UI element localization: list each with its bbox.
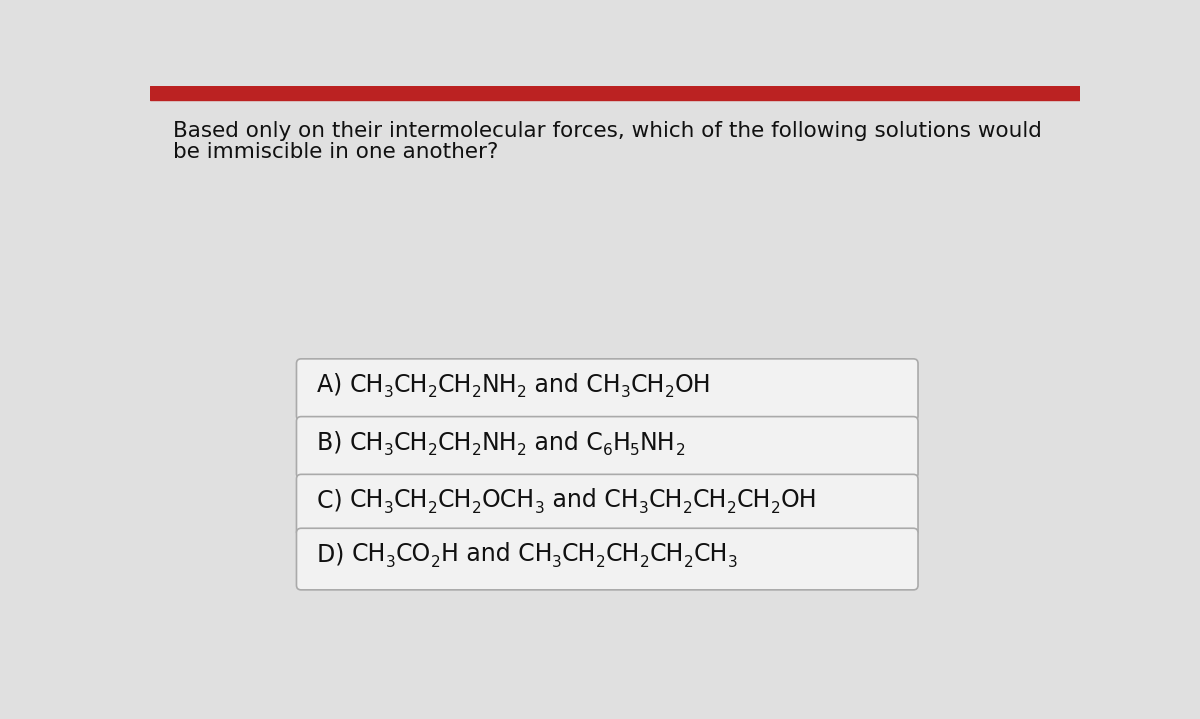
Text: 3: 3 [552, 555, 562, 569]
Text: CH: CH [394, 488, 428, 513]
Text: 2: 2 [517, 385, 527, 400]
Text: 2: 2 [726, 501, 736, 516]
Text: 2: 2 [472, 385, 481, 400]
Text: and CH: and CH [545, 488, 638, 513]
Text: OH: OH [780, 488, 817, 513]
Text: 2: 2 [428, 385, 438, 400]
Text: CH: CH [349, 488, 384, 513]
FancyBboxPatch shape [296, 528, 918, 590]
Text: CO: CO [396, 542, 431, 567]
Text: 2: 2 [676, 443, 685, 458]
Text: 2: 2 [431, 555, 440, 569]
Text: 3: 3 [728, 555, 738, 569]
Text: CH: CH [649, 542, 684, 567]
Text: be immiscible in one another?: be immiscible in one another? [173, 142, 499, 162]
FancyBboxPatch shape [296, 475, 918, 536]
Text: 2: 2 [517, 443, 527, 458]
Text: 2: 2 [473, 501, 482, 516]
Text: CH: CH [349, 373, 384, 397]
Text: 2: 2 [684, 555, 694, 569]
Text: 3: 3 [384, 443, 394, 458]
FancyBboxPatch shape [296, 359, 918, 421]
Text: 2: 2 [665, 385, 674, 400]
Text: 2: 2 [596, 555, 606, 569]
Text: A): A) [317, 373, 349, 397]
Text: OH: OH [674, 373, 710, 397]
Text: NH: NH [481, 373, 517, 397]
Text: CH: CH [438, 488, 473, 513]
Text: 3: 3 [384, 385, 394, 400]
Text: 3: 3 [620, 385, 630, 400]
Text: CH: CH [630, 373, 665, 397]
Text: 2: 2 [770, 501, 780, 516]
Text: and CH: and CH [527, 373, 620, 397]
Text: and C: and C [527, 431, 602, 454]
Text: CH: CH [694, 542, 728, 567]
Text: OCH: OCH [482, 488, 535, 513]
Text: 3: 3 [535, 501, 545, 516]
Text: NH: NH [640, 431, 676, 454]
Text: CH: CH [736, 488, 770, 513]
Text: CH: CH [438, 373, 472, 397]
Text: H: H [612, 431, 630, 454]
Text: C): C) [317, 488, 349, 513]
Text: 3: 3 [638, 501, 648, 516]
Text: CH: CH [692, 488, 726, 513]
Text: B): B) [317, 431, 349, 454]
Text: 3: 3 [386, 555, 396, 569]
Text: CH: CH [648, 488, 683, 513]
Text: 2: 2 [472, 443, 481, 458]
Text: 6: 6 [602, 443, 612, 458]
Text: CH: CH [349, 431, 384, 454]
Text: Based only on their intermolecular forces, which of the following solutions woul: Based only on their intermolecular force… [173, 121, 1042, 141]
Bar [150, 86, 1080, 100]
Text: CH: CH [394, 431, 428, 454]
Text: 3: 3 [384, 501, 394, 516]
Text: H and CH: H and CH [440, 542, 552, 567]
Text: CH: CH [394, 373, 428, 397]
Text: D): D) [317, 542, 352, 567]
Text: NH: NH [481, 431, 517, 454]
Text: 2: 2 [640, 555, 649, 569]
Text: 2: 2 [428, 443, 438, 458]
FancyBboxPatch shape [296, 416, 918, 478]
Text: CH: CH [352, 542, 386, 567]
Text: CH: CH [438, 431, 472, 454]
Text: CH: CH [562, 542, 596, 567]
Text: 2: 2 [428, 501, 438, 516]
Text: 2: 2 [683, 501, 692, 516]
Text: 5: 5 [630, 443, 640, 458]
Text: CH: CH [606, 542, 640, 567]
